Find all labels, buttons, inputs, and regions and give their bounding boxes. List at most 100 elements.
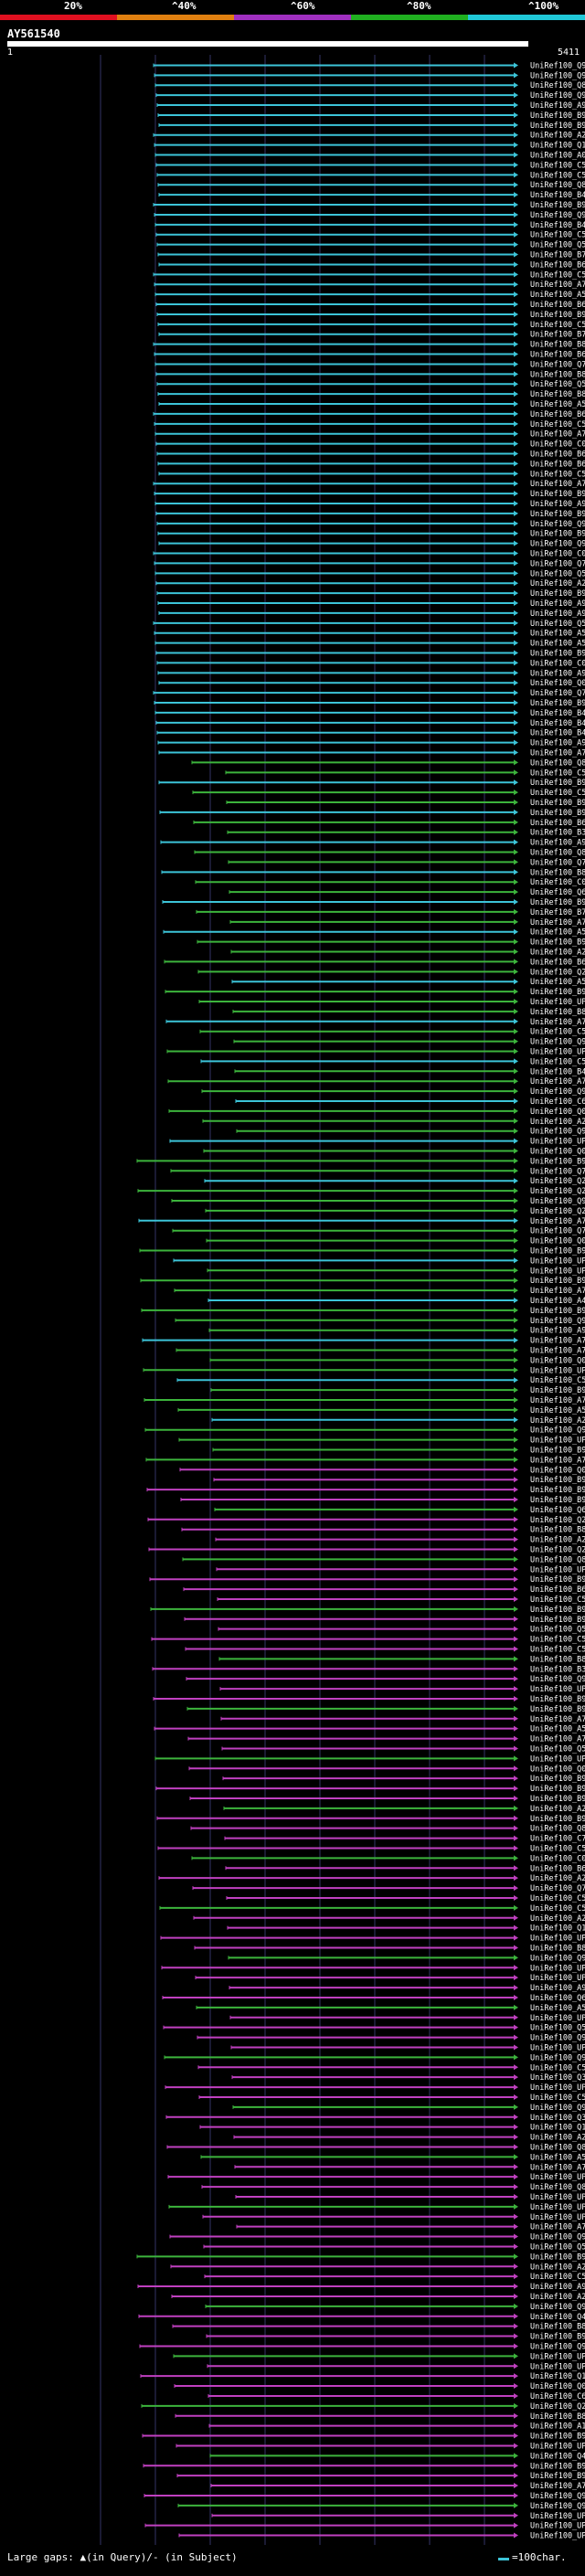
hit-label[interactable]: UniRef100_Q67909 — [530, 1994, 585, 2003]
hit-label[interactable]: UniRef100_B9DHP9 — [530, 2472, 585, 2481]
hit-label[interactable]: UniRef100_A2Y6Y2 — [530, 949, 585, 958]
hit-label[interactable]: UniRef100_Q9SEC6 — [530, 1197, 585, 1206]
hit-label[interactable]: UniRef100_Q2HRH9 — [530, 1187, 585, 1196]
hit-label[interactable]: UniRef100_B9HHB9 — [530, 809, 585, 818]
hit-label[interactable]: UniRef100_B9RZS3 — [530, 589, 585, 599]
hit-label[interactable]: UniRef100_B9RLA6 — [530, 311, 585, 320]
hit-label[interactable]: UniRef100_Q8S255 — [530, 81, 585, 90]
hit-label[interactable]: UniRef100_C5WTQ7 — [530, 1057, 585, 1066]
hit-label[interactable]: UniRef100_B6TZK2 — [530, 410, 585, 419]
hit-label[interactable]: UniRef100_B9GBC4 — [530, 1157, 585, 1166]
hit-label[interactable]: UniRef100_A7PVW6 — [530, 749, 585, 758]
hit-label[interactable]: UniRef100_C5MN23 — [530, 231, 585, 240]
hit-label[interactable]: UniRef100_B6UJN9 — [530, 1585, 585, 1595]
hit-label[interactable]: UniRef100_Q9FX04 — [530, 91, 585, 101]
hit-label[interactable]: UniRef100_UP1000... — [530, 1436, 585, 1446]
hit-label[interactable]: UniRef100_C0P0J1 — [530, 440, 585, 450]
hit-label[interactable]: UniRef100_B9H1K3 — [530, 201, 585, 210]
hit-label[interactable]: UniRef100_C5YL80 — [530, 2063, 585, 2072]
hit-label[interactable]: UniRef100_A7PC04 — [530, 1287, 585, 1296]
hit-label[interactable]: UniRef100_B6TBQ8 — [530, 260, 585, 270]
hit-label[interactable]: UniRef100_B9GQ12 — [530, 1695, 585, 1704]
hit-label[interactable]: UniRef100_Q9SR24 — [530, 1317, 585, 1326]
hit-label[interactable]: UniRef100_UP1000... — [530, 1267, 585, 1276]
hit-label[interactable]: UniRef100_A7NUB5 — [530, 1077, 585, 1087]
hit-label[interactable]: UniRef100_Q9HXQ3 — [530, 1128, 585, 1137]
hit-label[interactable]: UniRef100_B9SD54 — [530, 2462, 585, 2471]
hit-label[interactable]: UniRef100_A5B9D7 — [530, 2004, 585, 2013]
hit-label[interactable]: UniRef100_B6UGH5 — [530, 351, 585, 360]
hit-label[interactable]: UniRef100_Q6ZCW3 — [530, 1506, 585, 1515]
hit-label[interactable]: UniRef100_B9M2P9 — [530, 1307, 585, 1316]
hit-label[interactable]: UniRef100_Q54M42 — [530, 2242, 585, 2252]
hit-label[interactable]: UniRef100_Q0V7V2-2 — [530, 1237, 585, 1246]
hit-label[interactable]: UniRef100_B9FBM4 — [530, 1785, 585, 1794]
hit-label[interactable]: UniRef100_C5WNP5 — [530, 1904, 585, 1913]
hit-label[interactable]: UniRef100_A9RIX5 — [530, 839, 585, 848]
hit-label[interactable]: UniRef100_B7FJF3 — [530, 331, 585, 340]
hit-label[interactable]: UniRef100_Q5RWW7 — [530, 1626, 585, 1635]
hit-label[interactable]: UniRef100_A7QBH4 — [530, 2223, 585, 2232]
hit-label[interactable]: UniRef100_B4FXM4 — [530, 191, 585, 200]
hit-label[interactable]: UniRef100_A2X037 — [530, 132, 585, 141]
hit-label[interactable]: UniRef100_Q7Y138 — [530, 689, 585, 698]
hit-label[interactable]: UniRef100_Q5VIF9 — [530, 620, 585, 629]
hit-label[interactable]: UniRef100_A5AEP1 — [530, 400, 585, 409]
hit-label[interactable]: UniRef100_B9FAY9 — [530, 122, 585, 131]
hit-label[interactable]: UniRef100_Q4R155 — [530, 2452, 585, 2461]
hit-label[interactable]: UniRef100_Q1L3Q8 — [530, 2372, 585, 2381]
hit-label[interactable]: UniRef100_UP1000... — [530, 2352, 585, 2361]
hit-label[interactable]: UniRef100_C5LBU8 — [530, 2273, 585, 2282]
hit-label[interactable]: UniRef100_UP1000... — [530, 1256, 585, 1266]
hit-label[interactable]: UniRef100_Q3UKN3 — [530, 2073, 585, 2083]
hit-label[interactable]: UniRef100_Q10NB9 — [530, 1924, 585, 1934]
hit-label[interactable]: UniRef100_B9N7V9 — [530, 1616, 585, 1625]
hit-label[interactable]: UniRef100_UP1000... — [530, 1048, 585, 1057]
hit-label[interactable]: UniRef100_B9IHY7 — [530, 799, 585, 808]
hit-label[interactable]: UniRef100_A2X2L2 — [530, 1874, 585, 1883]
hit-label[interactable]: UniRef100_A5WFF8 — [530, 2153, 585, 2162]
hit-label[interactable]: UniRef100_B9RTZ0 — [530, 1386, 585, 1395]
hit-label[interactable]: UniRef100_B9G855 — [530, 1606, 585, 1615]
hit-label[interactable]: UniRef100_C5WTI1 — [530, 321, 585, 330]
hit-label[interactable]: UniRef100_B3VTB3 — [530, 1665, 585, 1674]
hit-label[interactable]: UniRef100_C6TK00 — [530, 1097, 585, 1107]
hit-label[interactable]: UniRef100_Q9LHU9 — [530, 520, 585, 529]
hit-label[interactable]: UniRef100_B9SNB4 — [530, 898, 585, 907]
hit-label[interactable]: UniRef100_B4FZ34 — [530, 221, 585, 230]
hit-label[interactable]: UniRef100_C5XHN0 — [530, 2094, 585, 2103]
hit-label[interactable]: UniRef100_A7NA44 — [530, 1456, 585, 1465]
hit-label[interactable]: UniRef100_Q9FYQ0 — [530, 1038, 585, 1047]
hit-label[interactable]: UniRef100_Q5RHA8 — [530, 2024, 585, 2033]
hit-label[interactable]: UniRef100_B9RTW6 — [530, 2433, 585, 2442]
hit-label[interactable]: UniRef100_A7QTB9 — [530, 1735, 585, 1744]
hit-label[interactable]: UniRef100_Q9SD12-2 — [530, 61, 585, 70]
hit-label[interactable]: UniRef100_Q2UKW9 — [530, 2402, 585, 2412]
hit-label[interactable]: UniRef100_A9TD47 — [530, 610, 585, 619]
hit-label[interactable]: UniRef100_C7J1A8 — [530, 1835, 585, 1844]
hit-label[interactable]: UniRef100_Q5JNC2 — [530, 569, 585, 578]
hit-label[interactable]: UniRef100_UP1000... — [530, 1565, 585, 1574]
hit-label[interactable]: UniRef100_Q0V7V2 — [530, 679, 585, 688]
hit-label[interactable]: UniRef100_A9TNG1 — [530, 739, 585, 748]
hit-label[interactable]: UniRef100_B9HCG2 — [530, 650, 585, 659]
hit-label[interactable]: UniRef100_B9HPH6 — [530, 1446, 585, 1455]
hit-label[interactable]: UniRef100_B4FSB6 — [530, 1067, 585, 1076]
hit-label[interactable]: UniRef100_UP1000... — [530, 2512, 585, 2521]
hit-label[interactable]: UniRef100_B6TAL6 — [530, 819, 585, 828]
hit-label[interactable]: UniRef100_Q5CPS0 — [530, 241, 585, 250]
hit-label[interactable]: UniRef100_B9SIU1 — [530, 699, 585, 708]
hit-label[interactable]: UniRef100_A5CB06 — [530, 291, 585, 300]
hit-label[interactable]: UniRef100_Q4WXQ4 — [530, 2313, 585, 2322]
hit-label[interactable]: UniRef100_Q8L760 — [530, 758, 585, 768]
hit-label[interactable]: UniRef100_B6T998 — [530, 1864, 585, 1873]
hit-label[interactable]: UniRef100_UP1000... — [530, 2442, 585, 2451]
hit-label[interactable]: UniRef100_UP1000... — [530, 1964, 585, 1973]
hit-label[interactable]: UniRef100_C5YFS0 — [530, 1894, 585, 1903]
hit-label[interactable]: UniRef100_Q9NM20 — [530, 2303, 585, 2312]
hit-label[interactable]: UniRef100_B9HTZ6 — [530, 490, 585, 499]
hit-label[interactable]: UniRef100_Q8AT94 — [530, 1555, 585, 1564]
hit-label[interactable]: UniRef100_Q7XUC5 — [530, 858, 585, 867]
hit-label[interactable]: UniRef100_B6SYG8 — [530, 460, 585, 469]
hit-label[interactable]: UniRef100_Q9FRU1 — [530, 2502, 585, 2511]
